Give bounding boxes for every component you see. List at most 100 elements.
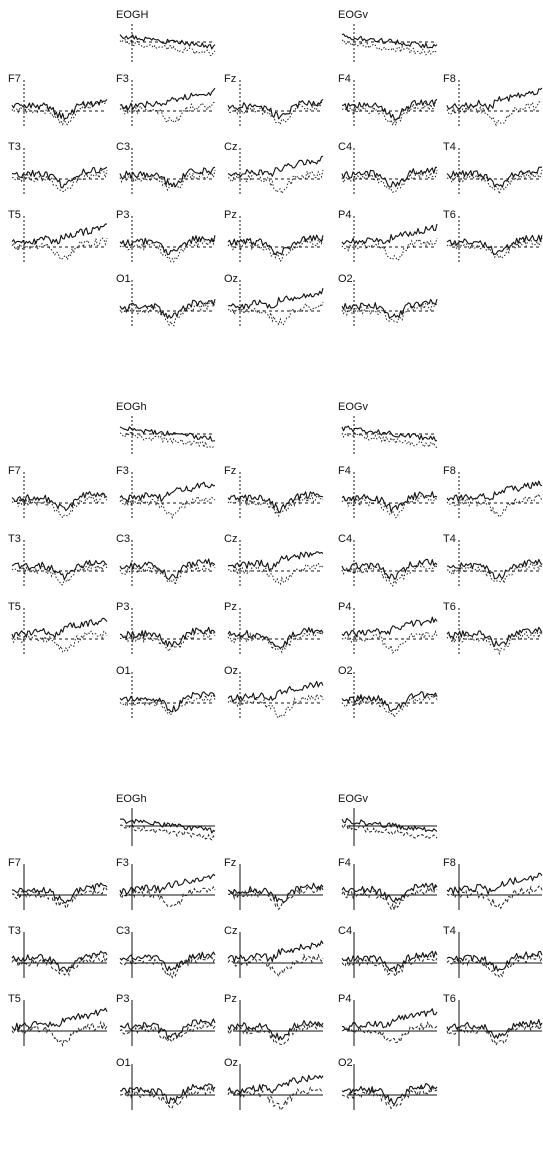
waveform-comparison bbox=[341, 884, 438, 911]
waveform-solid bbox=[11, 559, 108, 580]
erp-plot-eogh: EOGH bbox=[116, 9, 216, 62]
waveform-comparison bbox=[446, 562, 543, 586]
waveform-solid bbox=[227, 491, 324, 513]
waveform-comparison bbox=[11, 886, 108, 909]
waveform-solid bbox=[341, 33, 438, 49]
electrode-label: C4 bbox=[338, 141, 352, 153]
erp-plot-f8: F8 bbox=[443, 465, 543, 518]
electrode-label: O1 bbox=[116, 273, 131, 285]
erp-plot-c4: C4 bbox=[338, 533, 438, 588]
electrode-label: F8 bbox=[443, 465, 456, 477]
waveform-comparison bbox=[341, 630, 438, 654]
erp-plot-pz: Pz bbox=[224, 601, 324, 654]
erp-plot-t5: T5 bbox=[8, 209, 108, 262]
erp-plot-t3: T3 bbox=[8, 533, 108, 586]
erp-plot-fz: Fz bbox=[224, 73, 324, 126]
waveform-comparison bbox=[11, 493, 108, 519]
waveform-solid bbox=[119, 951, 216, 972]
electrode-label: F3 bbox=[116, 73, 129, 85]
erp-plot-cz: Cz bbox=[224, 533, 324, 586]
erp-plot-c3: C3 bbox=[116, 533, 216, 587]
electrode-label: EOGh bbox=[116, 793, 147, 805]
waveform-solid bbox=[446, 480, 543, 502]
erp-plot-oz: Oz bbox=[224, 1057, 324, 1112]
erp-plot-o2: O2 bbox=[338, 1057, 438, 1110]
electrode-label: F4 bbox=[338, 465, 351, 477]
waveform-solid bbox=[341, 691, 438, 712]
erp-plot-cz: Cz bbox=[224, 141, 324, 195]
waveform-comparison bbox=[11, 1020, 108, 1048]
waveform-solid bbox=[119, 1018, 216, 1039]
waveform-solid bbox=[341, 882, 438, 903]
electrode-label: T4 bbox=[443, 925, 456, 937]
waveform-comparison bbox=[446, 952, 543, 978]
waveform-comparison bbox=[119, 562, 216, 587]
electrode-label: F7 bbox=[8, 465, 21, 477]
electrode-label: EOGH bbox=[116, 9, 148, 21]
waveform-solid bbox=[119, 426, 216, 442]
electrode-label: T5 bbox=[8, 601, 21, 613]
waveform-solid bbox=[227, 1020, 324, 1041]
erp-plot-c3: C3 bbox=[116, 925, 216, 979]
electrode-label: O1 bbox=[116, 1057, 131, 1069]
electrode-label: EOGh bbox=[116, 401, 147, 413]
waveform-solid bbox=[446, 558, 543, 580]
electrode-label: EOGv bbox=[338, 9, 368, 21]
panel-2: EOGh EOGv F7 F3 Fz F4 F8 T3 C3 Cz C4 T4 T5 P3 Pz P4 T6 O1… bbox=[8, 401, 543, 719]
waveform-comparison bbox=[11, 953, 108, 977]
erp-plot-f3: F3 bbox=[116, 73, 216, 126]
waveform-solid bbox=[341, 558, 438, 580]
waveform-comparison bbox=[227, 1021, 324, 1046]
erp-plot-cz: Cz bbox=[224, 925, 324, 978]
erp-plot-pz: Pz bbox=[224, 993, 324, 1046]
waveform-comparison bbox=[119, 39, 216, 57]
waveform-solid bbox=[446, 1018, 543, 1039]
waveform-solid bbox=[11, 166, 108, 189]
waveform-comparison bbox=[119, 301, 216, 327]
electrode-label: T4 bbox=[443, 141, 456, 153]
waveform-comparison bbox=[341, 693, 438, 719]
waveform-solid bbox=[227, 680, 324, 703]
waveform-solid bbox=[119, 87, 216, 111]
electrode-label: P3 bbox=[116, 993, 129, 1005]
erp-plot-f7: F7 bbox=[8, 857, 108, 910]
waveform-comparison bbox=[119, 954, 216, 979]
waveform-solid bbox=[227, 626, 324, 649]
waveform-comparison bbox=[341, 432, 438, 449]
waveform-solid bbox=[11, 491, 108, 512]
electrode-label: Cz bbox=[224, 141, 237, 153]
waveform-comparison bbox=[446, 885, 543, 910]
erp-plot-t3: T3 bbox=[8, 141, 108, 194]
panel-1: EOGH EOGv F7 F3 Fz F4 F8 T3 C3 Cz C4 T4 T5 P3 Pz P4 T6 O1… bbox=[8, 9, 543, 327]
electrode-label: Pz bbox=[224, 601, 237, 613]
electrode-label: T6 bbox=[443, 993, 456, 1005]
electrode-label: T6 bbox=[443, 601, 456, 613]
erp-plot-f3: F3 bbox=[116, 857, 216, 910]
waveform-comparison bbox=[341, 562, 438, 588]
waveform-comparison bbox=[446, 1023, 543, 1047]
erp-plot-t6: T6 bbox=[443, 993, 543, 1047]
electrode-label: Oz bbox=[224, 665, 238, 677]
waveform-comparison bbox=[119, 169, 216, 192]
waveform-solid bbox=[119, 873, 216, 895]
electrode-label: F7 bbox=[8, 73, 21, 85]
waveform-solid bbox=[11, 98, 108, 120]
electrode-label: Oz bbox=[224, 1057, 238, 1069]
erp-plot-c4: C4 bbox=[338, 925, 438, 978]
waveform-comparison bbox=[11, 101, 108, 126]
waveform-comparison bbox=[119, 824, 216, 841]
erp-plot-p4: P4 bbox=[338, 601, 438, 654]
erp-plot-t6: T6 bbox=[443, 601, 543, 656]
waveform-solid bbox=[341, 950, 438, 972]
electrode-label: F7 bbox=[8, 857, 21, 869]
erp-plot-t3: T3 bbox=[8, 925, 108, 978]
waveform-comparison bbox=[446, 101, 543, 127]
waveform-comparison bbox=[341, 1020, 438, 1044]
waveform-solid bbox=[341, 817, 438, 833]
waveform-comparison bbox=[119, 495, 216, 519]
electrode-label: O2 bbox=[338, 273, 353, 285]
erp-plot-t5: T5 bbox=[8, 601, 108, 654]
erp-plot-oz: Oz bbox=[224, 665, 324, 719]
electrode-label: F3 bbox=[116, 857, 129, 869]
waveform-solid bbox=[119, 235, 216, 256]
